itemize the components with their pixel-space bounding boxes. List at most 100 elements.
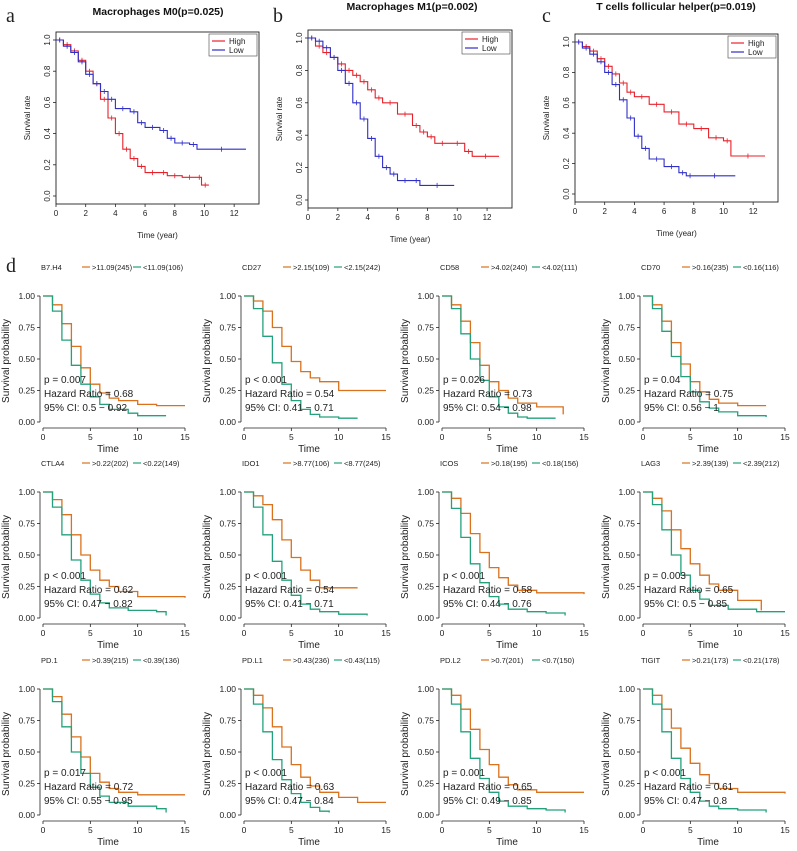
x-tick-label: 0 <box>41 432 46 442</box>
series-line-orange <box>442 688 584 793</box>
p-value: p = 0.04 <box>644 375 681 386</box>
y-tick-label: 0.00 <box>18 810 35 820</box>
x-tick-label: 10 <box>334 432 344 442</box>
x-tick-label: 5 <box>688 825 693 835</box>
legend-label-low: Low <box>229 46 244 55</box>
y-tick-label: 0.50 <box>618 354 635 364</box>
x-axis-label: Time <box>298 640 320 651</box>
confidence-interval: 95% CI: 0.5 − 0.85 <box>644 599 728 610</box>
x-axis-label: Time (year) <box>390 235 431 244</box>
legend-label-high: >4.02(240) <box>491 263 528 272</box>
x-tick-label: 5 <box>289 432 294 442</box>
y-tick-label: 0.8 <box>295 64 304 76</box>
hazard-ratio: Hazard Ratio = 0.68 <box>44 389 134 400</box>
km-chart-cd58: 0.00 0.25 0.50 0.75 1.00 0 5 10 15 Time Survival p… <box>400 263 589 455</box>
gene-name: PD.L2 <box>440 656 461 665</box>
confidence-interval: 95% CI: 0.49 − 0.85 <box>443 796 532 807</box>
y-tick-label: 0.00 <box>18 417 35 427</box>
x-tick-label: 12 <box>749 207 758 216</box>
p-value: p < 0.001 <box>245 768 287 779</box>
y-axis-label: Survival probability <box>601 712 612 796</box>
y-tick-label: 0.50 <box>219 354 236 364</box>
y-tick-label: 1.00 <box>417 684 434 694</box>
y-tick-label: 0.50 <box>417 550 434 560</box>
gene-name: CTLA4 <box>41 459 64 468</box>
y-tick-label: 1.0 <box>562 36 571 48</box>
x-tick-label: 6 <box>662 207 667 216</box>
y-tick-label: 0.25 <box>417 779 434 789</box>
legend-label-high: >8.77(106) <box>293 459 330 468</box>
series-line-orange <box>244 688 386 804</box>
p-value: p = 0.007 <box>44 375 86 386</box>
hazard-ratio: Hazard Ratio = 0.73 <box>443 389 533 400</box>
x-axis-label: Time <box>97 640 119 651</box>
x-tick-label: 8 <box>425 213 430 222</box>
series-line-teal <box>643 295 767 417</box>
legend-label-high: >0.43(236) <box>293 656 330 665</box>
series-line-low <box>56 39 246 150</box>
p-value: p < 0.001 <box>44 571 86 582</box>
series-line-orange <box>43 688 185 796</box>
series-line-teal <box>244 688 330 813</box>
y-tick-label: 1.00 <box>18 487 35 497</box>
confidence-interval: 95% CI: 0.56 − 1 <box>644 403 719 414</box>
confidence-interval: 95% CI: 0.47 − 0.8 <box>644 796 728 807</box>
legend-label-high: >11.09(245) <box>92 263 133 272</box>
x-tick-label: 15 <box>579 432 589 442</box>
y-tick-label: 0.6 <box>43 96 52 108</box>
y-axis-label: Survival probability <box>1 319 12 403</box>
x-tick-label: 10 <box>733 628 743 638</box>
legend-label-low: <2.15(242) <box>344 263 381 272</box>
y-tick-label: 0.6 <box>295 97 304 109</box>
p-value: p < 0.001 <box>443 571 485 582</box>
confidence-interval: 95% CI: 0.47 − 0.84 <box>245 796 334 807</box>
x-tick-label: 0 <box>41 825 46 835</box>
km-chart-icos: 0.00 0.25 0.50 0.75 1.00 0 5 10 15 Time Survival p… <box>400 459 589 651</box>
y-tick-label: 0.25 <box>219 779 236 789</box>
hazard-ratio: Hazard Ratio = 0.58 <box>443 585 533 596</box>
series-line-orange <box>244 295 386 392</box>
y-tick-label: 1.00 <box>219 487 236 497</box>
y-tick-label: 0.00 <box>417 810 434 820</box>
y-tick-label: 0.00 <box>618 613 635 623</box>
legend-label-low: <2.39(212) <box>743 459 780 468</box>
y-tick-label: 0.50 <box>417 747 434 757</box>
y-tick-label: 0.4 <box>295 129 304 141</box>
y-tick-label: 0.75 <box>618 716 635 726</box>
x-tick-label: 4 <box>632 207 637 216</box>
y-tick-label: 0.75 <box>18 716 35 726</box>
y-axis-label: Survival probability <box>601 319 612 403</box>
y-tick-label: 0.75 <box>219 323 236 333</box>
x-tick-label: 2 <box>602 207 607 216</box>
legend-label-low: Low <box>482 44 497 53</box>
x-tick-label: 10 <box>532 825 542 835</box>
series-line-teal <box>442 491 566 616</box>
y-tick-label: 0.25 <box>18 386 35 396</box>
hazard-ratio: Hazard Ratio = 0.65 <box>644 585 734 596</box>
x-tick-label: 5 <box>88 628 93 638</box>
p-value: p < 0.001 <box>245 571 287 582</box>
y-tick-label: 0.75 <box>618 323 635 333</box>
series-line-orange <box>43 491 186 598</box>
legend-label-low: <4.02(111) <box>542 263 578 272</box>
gene-name: CD27 <box>242 263 261 272</box>
y-tick-label: 1.00 <box>618 684 635 694</box>
km-chart-pd-l2: 0.00 0.25 0.50 0.75 1.00 0 5 10 15 Time Survival p… <box>400 656 589 848</box>
y-axis-label: Survival probability <box>202 515 213 599</box>
legend-label-high: >0.16(235) <box>692 263 729 272</box>
y-axis-label: Survival rate <box>542 95 551 140</box>
x-tick-label: 12 <box>483 213 492 222</box>
y-axis-label: Survival probability <box>202 319 213 403</box>
hazard-ratio: Hazard Ratio = 0.72 <box>44 782 134 793</box>
x-axis-label: Time <box>496 444 518 455</box>
y-tick-label: 0.00 <box>618 417 635 427</box>
panel-letter-c: c <box>542 5 551 27</box>
panel-letter-b: b <box>273 5 283 27</box>
y-tick-label: 0.50 <box>18 747 35 757</box>
x-tick-label: 0 <box>641 432 646 442</box>
y-tick-label: 0.8 <box>562 66 571 78</box>
x-axis-label: Time (year) <box>656 229 697 238</box>
series-line-teal <box>43 295 167 417</box>
x-tick-label: 15 <box>579 628 589 638</box>
p-value: p < 0.001 <box>644 768 686 779</box>
